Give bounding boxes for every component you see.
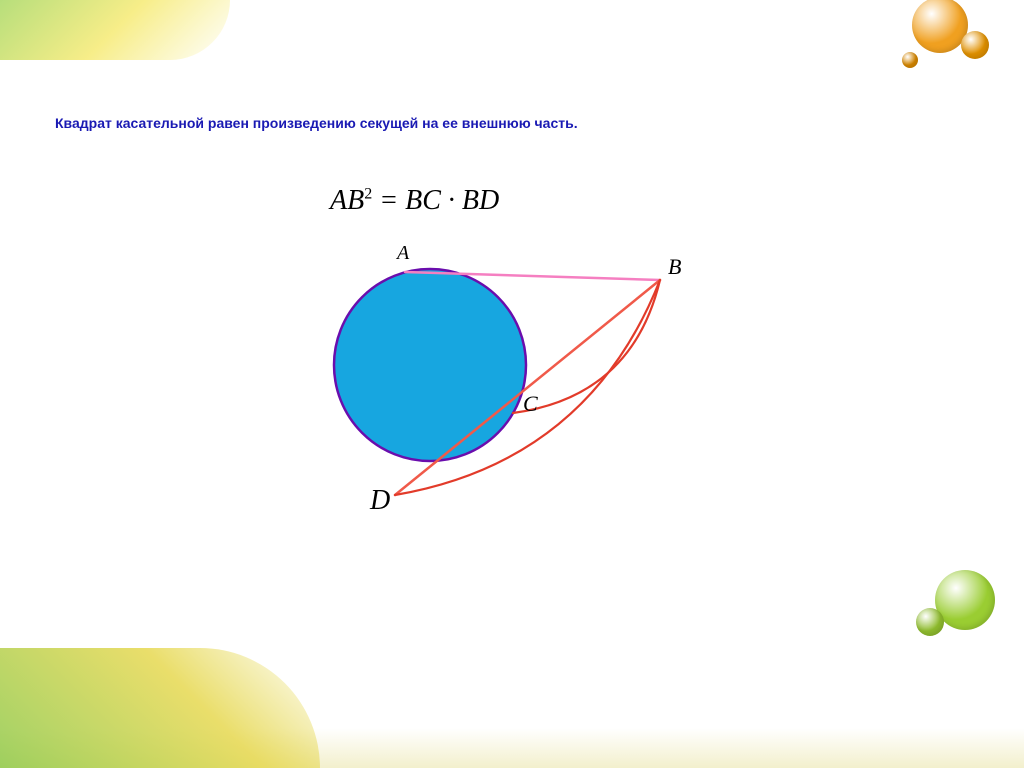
theorem-text: Квадрат касательной равен произведению с…: [55, 115, 578, 131]
bubble-icon: [912, 0, 968, 53]
point-label-A: A: [397, 242, 409, 265]
formula-lhs-var: AB: [330, 185, 364, 216]
bubble-icon: [935, 570, 995, 630]
point-label-D: D: [370, 485, 390, 517]
point-label-B: B: [668, 254, 681, 280]
bubble-icon: [916, 608, 944, 636]
diagram-svg: [275, 225, 705, 555]
formula-rhs1: BC: [405, 185, 441, 216]
geometry-diagram: A B C D: [275, 225, 705, 555]
formula-dot: ·: [441, 185, 462, 216]
bg-corner-bottom-left: [0, 648, 320, 768]
point-label-C: C: [523, 391, 538, 417]
formula-eq: =: [372, 185, 405, 216]
bubble-icon: [961, 31, 989, 59]
formula: AB2 = BC · BD: [330, 185, 499, 217]
bg-corner-top-left: [0, 0, 230, 60]
formula-rhs2: BD: [462, 185, 499, 216]
bubble-icon: [902, 52, 918, 68]
